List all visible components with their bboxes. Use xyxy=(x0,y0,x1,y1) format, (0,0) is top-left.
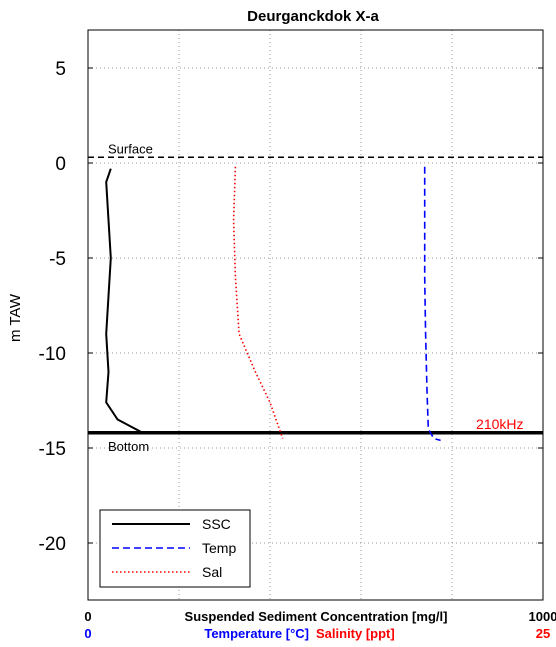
annotations: 210kHz xyxy=(476,416,523,432)
x-tick-label-ssc-max: 1000 xyxy=(529,609,556,624)
plot-frame xyxy=(87,29,544,601)
y-ticks: 5 0 -5 -10 -15 -20 xyxy=(39,59,543,555)
series-line-temp xyxy=(423,166,441,442)
y-tick-label: -10 xyxy=(39,344,66,365)
legend: SSC Temp Sal xyxy=(99,509,251,588)
annotation-label: 210kHz xyxy=(476,416,523,432)
chart-title: Deurganckdok X-a xyxy=(247,8,379,25)
x-axis-label-temp: Temperature [°C] xyxy=(204,626,309,641)
reference-label-bottom: Bottom xyxy=(108,439,149,454)
y-tick-label: 0 xyxy=(55,154,66,175)
reference-lines: Surface Bottom xyxy=(88,141,543,454)
x-tick-label-ssc-min: 0 xyxy=(84,609,91,624)
series-layer xyxy=(105,166,441,442)
x-tick-label-sal-max: 25 xyxy=(536,626,550,641)
y-tick-label: 5 xyxy=(55,59,66,80)
x-tick-label-temp-min: 0 xyxy=(84,626,91,641)
x-axis-labels: 0 Suspended Sediment Concentration [mg/l]… xyxy=(84,609,556,641)
y-tick-label: -15 xyxy=(39,439,66,460)
legend-label-ssc: SSC xyxy=(202,516,231,532)
y-axis-label: m TAW xyxy=(7,293,24,342)
x-axis-label-ssc: Suspended Sediment Concentration [mg/l] xyxy=(185,609,448,624)
y-tick-label: -20 xyxy=(39,534,66,555)
legend-label-temp: Temp xyxy=(202,540,236,556)
series-line-sal xyxy=(232,166,284,439)
reference-label-surface: Surface xyxy=(108,141,153,156)
series-line-ssc xyxy=(105,168,144,434)
legend-label-sal: Sal xyxy=(202,564,222,580)
grid xyxy=(88,30,543,600)
x-axis-label-sal: Salinity [ppt] xyxy=(316,626,395,641)
y-tick-label: -5 xyxy=(49,249,66,270)
